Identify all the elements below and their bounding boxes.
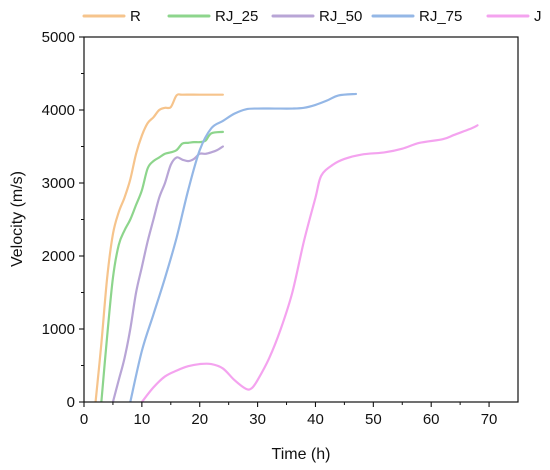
y-tick-label: 2000	[42, 248, 75, 265]
legend-label: J	[534, 8, 542, 25]
x-tick-label: 70	[481, 411, 498, 428]
x-tick-label: 0	[80, 411, 88, 428]
y-tick-label: 3000	[42, 175, 75, 192]
x-tick-label: 50	[365, 411, 382, 428]
series-line-rj-75	[129, 92, 358, 402]
legend-item-r: R	[82, 8, 141, 25]
y-tick-label: 1000	[42, 321, 75, 338]
legend-item-j: J	[486, 8, 542, 25]
legend-label: RJ_75	[419, 8, 462, 25]
y-tick-label: 0	[67, 394, 75, 411]
x-tick-label: 40	[307, 411, 324, 428]
x-axis-label: Time (h)	[272, 446, 331, 463]
legend-label: RJ_50	[319, 8, 362, 25]
plot-area	[94, 92, 479, 402]
series-group	[94, 92, 479, 402]
y-tick-label: 5000	[42, 29, 75, 46]
legend-item-rj-25: RJ_25	[167, 8, 258, 25]
plot-frame	[83, 36, 519, 403]
axes: 0 10 20 30 40 50 60 70 0 1000 2000 3000 4000 5000	[42, 29, 519, 428]
series-line-rj-25	[100, 130, 224, 402]
y-axis-label: Velocity (m/s)	[9, 171, 26, 267]
legend: R RJ_25 RJ_50 RJ_75 J	[82, 8, 542, 25]
series-line-rj-50	[111, 145, 224, 402]
legend-label: R	[130, 8, 141, 25]
legend-label: RJ_25	[215, 8, 258, 25]
series-line-r	[94, 93, 224, 402]
x-tick-label: 30	[249, 411, 266, 428]
legend-item-rj-75: RJ_75	[371, 8, 462, 25]
series-line-j	[140, 124, 479, 402]
legend-item-rj-50: RJ_50	[271, 8, 362, 25]
x-tick-label: 20	[191, 411, 208, 428]
y-tick-label: 4000	[42, 102, 75, 119]
x-tick-label: 10	[134, 411, 151, 428]
x-tick-label: 60	[423, 411, 440, 428]
